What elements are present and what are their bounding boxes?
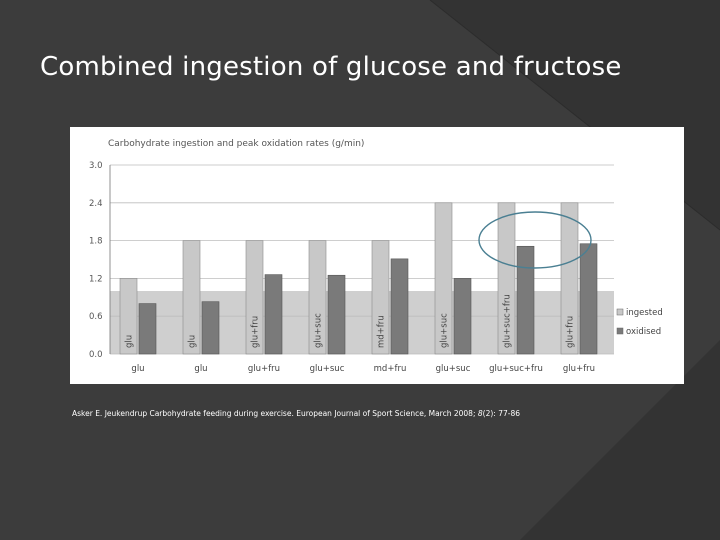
- bar-label: glu: [125, 335, 135, 348]
- bar-ingested: [434, 202, 453, 355]
- bar-ingested: [497, 202, 516, 355]
- x-tick-label: md+fru: [374, 364, 407, 374]
- bar-ingested: [371, 240, 390, 355]
- legend-label: oxidised: [626, 327, 661, 337]
- bar-label: glu+suc+fru: [503, 294, 513, 348]
- bar-oxidised: [327, 274, 346, 355]
- annotation-ellipse: [478, 211, 592, 269]
- x-tick-label: glu+suc: [310, 364, 345, 374]
- citation-volume: 8: [477, 409, 483, 418]
- bar-ingested: [245, 240, 264, 355]
- x-tick-label: glu+suc+fru: [489, 364, 543, 374]
- bar-oxidised: [264, 274, 283, 355]
- citation-issue-pages: (2): 77-86: [482, 409, 520, 418]
- legend-label: ingested: [626, 308, 663, 318]
- y-tick-label: 3.0: [89, 161, 103, 171]
- x-tick-label: glu: [131, 364, 144, 374]
- slide-title: Combined ingestion of glucose and fructo…: [40, 52, 622, 82]
- bar-oxidised: [138, 303, 157, 355]
- bar-label: glu+suc: [440, 313, 450, 348]
- bar-chart: Carbohydrate ingestion and peak oxidatio…: [89, 139, 663, 374]
- x-tick-label: glu+fru: [248, 364, 280, 374]
- bar-oxidised: [516, 245, 535, 355]
- y-tick-label: 0.0: [89, 350, 103, 360]
- chart-title: Carbohydrate ingestion and peak oxidatio…: [108, 139, 364, 149]
- y-tick-label: 0.6: [89, 312, 103, 322]
- x-tick-label: glu+suc: [436, 364, 471, 374]
- bar-ingested: [560, 202, 579, 355]
- y-tick-label: 1.8: [89, 237, 103, 247]
- bar-label: glu+fru: [566, 316, 576, 348]
- y-tick-label: 1.2: [89, 274, 103, 284]
- bar-oxidised: [201, 301, 220, 355]
- bar-label: glu+fru: [251, 316, 261, 348]
- bar-label: glu+suc: [314, 313, 324, 348]
- legend-swatch: [616, 308, 624, 316]
- y-tick-label: 2.4: [89, 199, 103, 209]
- x-tick-label: glu+fru: [563, 364, 595, 374]
- citation-text: Asker E. Jeukendrup Carbohydrate feeding…: [72, 409, 478, 418]
- bar-oxidised: [390, 258, 409, 355]
- legend-swatch: [616, 327, 624, 335]
- x-tick-label: glu: [194, 364, 207, 374]
- chart-panel: Carbohydrate ingestion and peak oxidatio…: [70, 127, 684, 384]
- bar-ingested: [119, 278, 138, 355]
- bar-oxidised: [453, 278, 472, 355]
- bar-ingested: [182, 240, 201, 355]
- bar-ingested: [308, 240, 327, 355]
- bar-label: md+fru: [377, 315, 387, 348]
- bar-oxidised: [579, 243, 598, 355]
- citation: Asker E. Jeukendrup Carbohydrate feeding…: [72, 409, 520, 418]
- bar-label: glu: [188, 335, 198, 348]
